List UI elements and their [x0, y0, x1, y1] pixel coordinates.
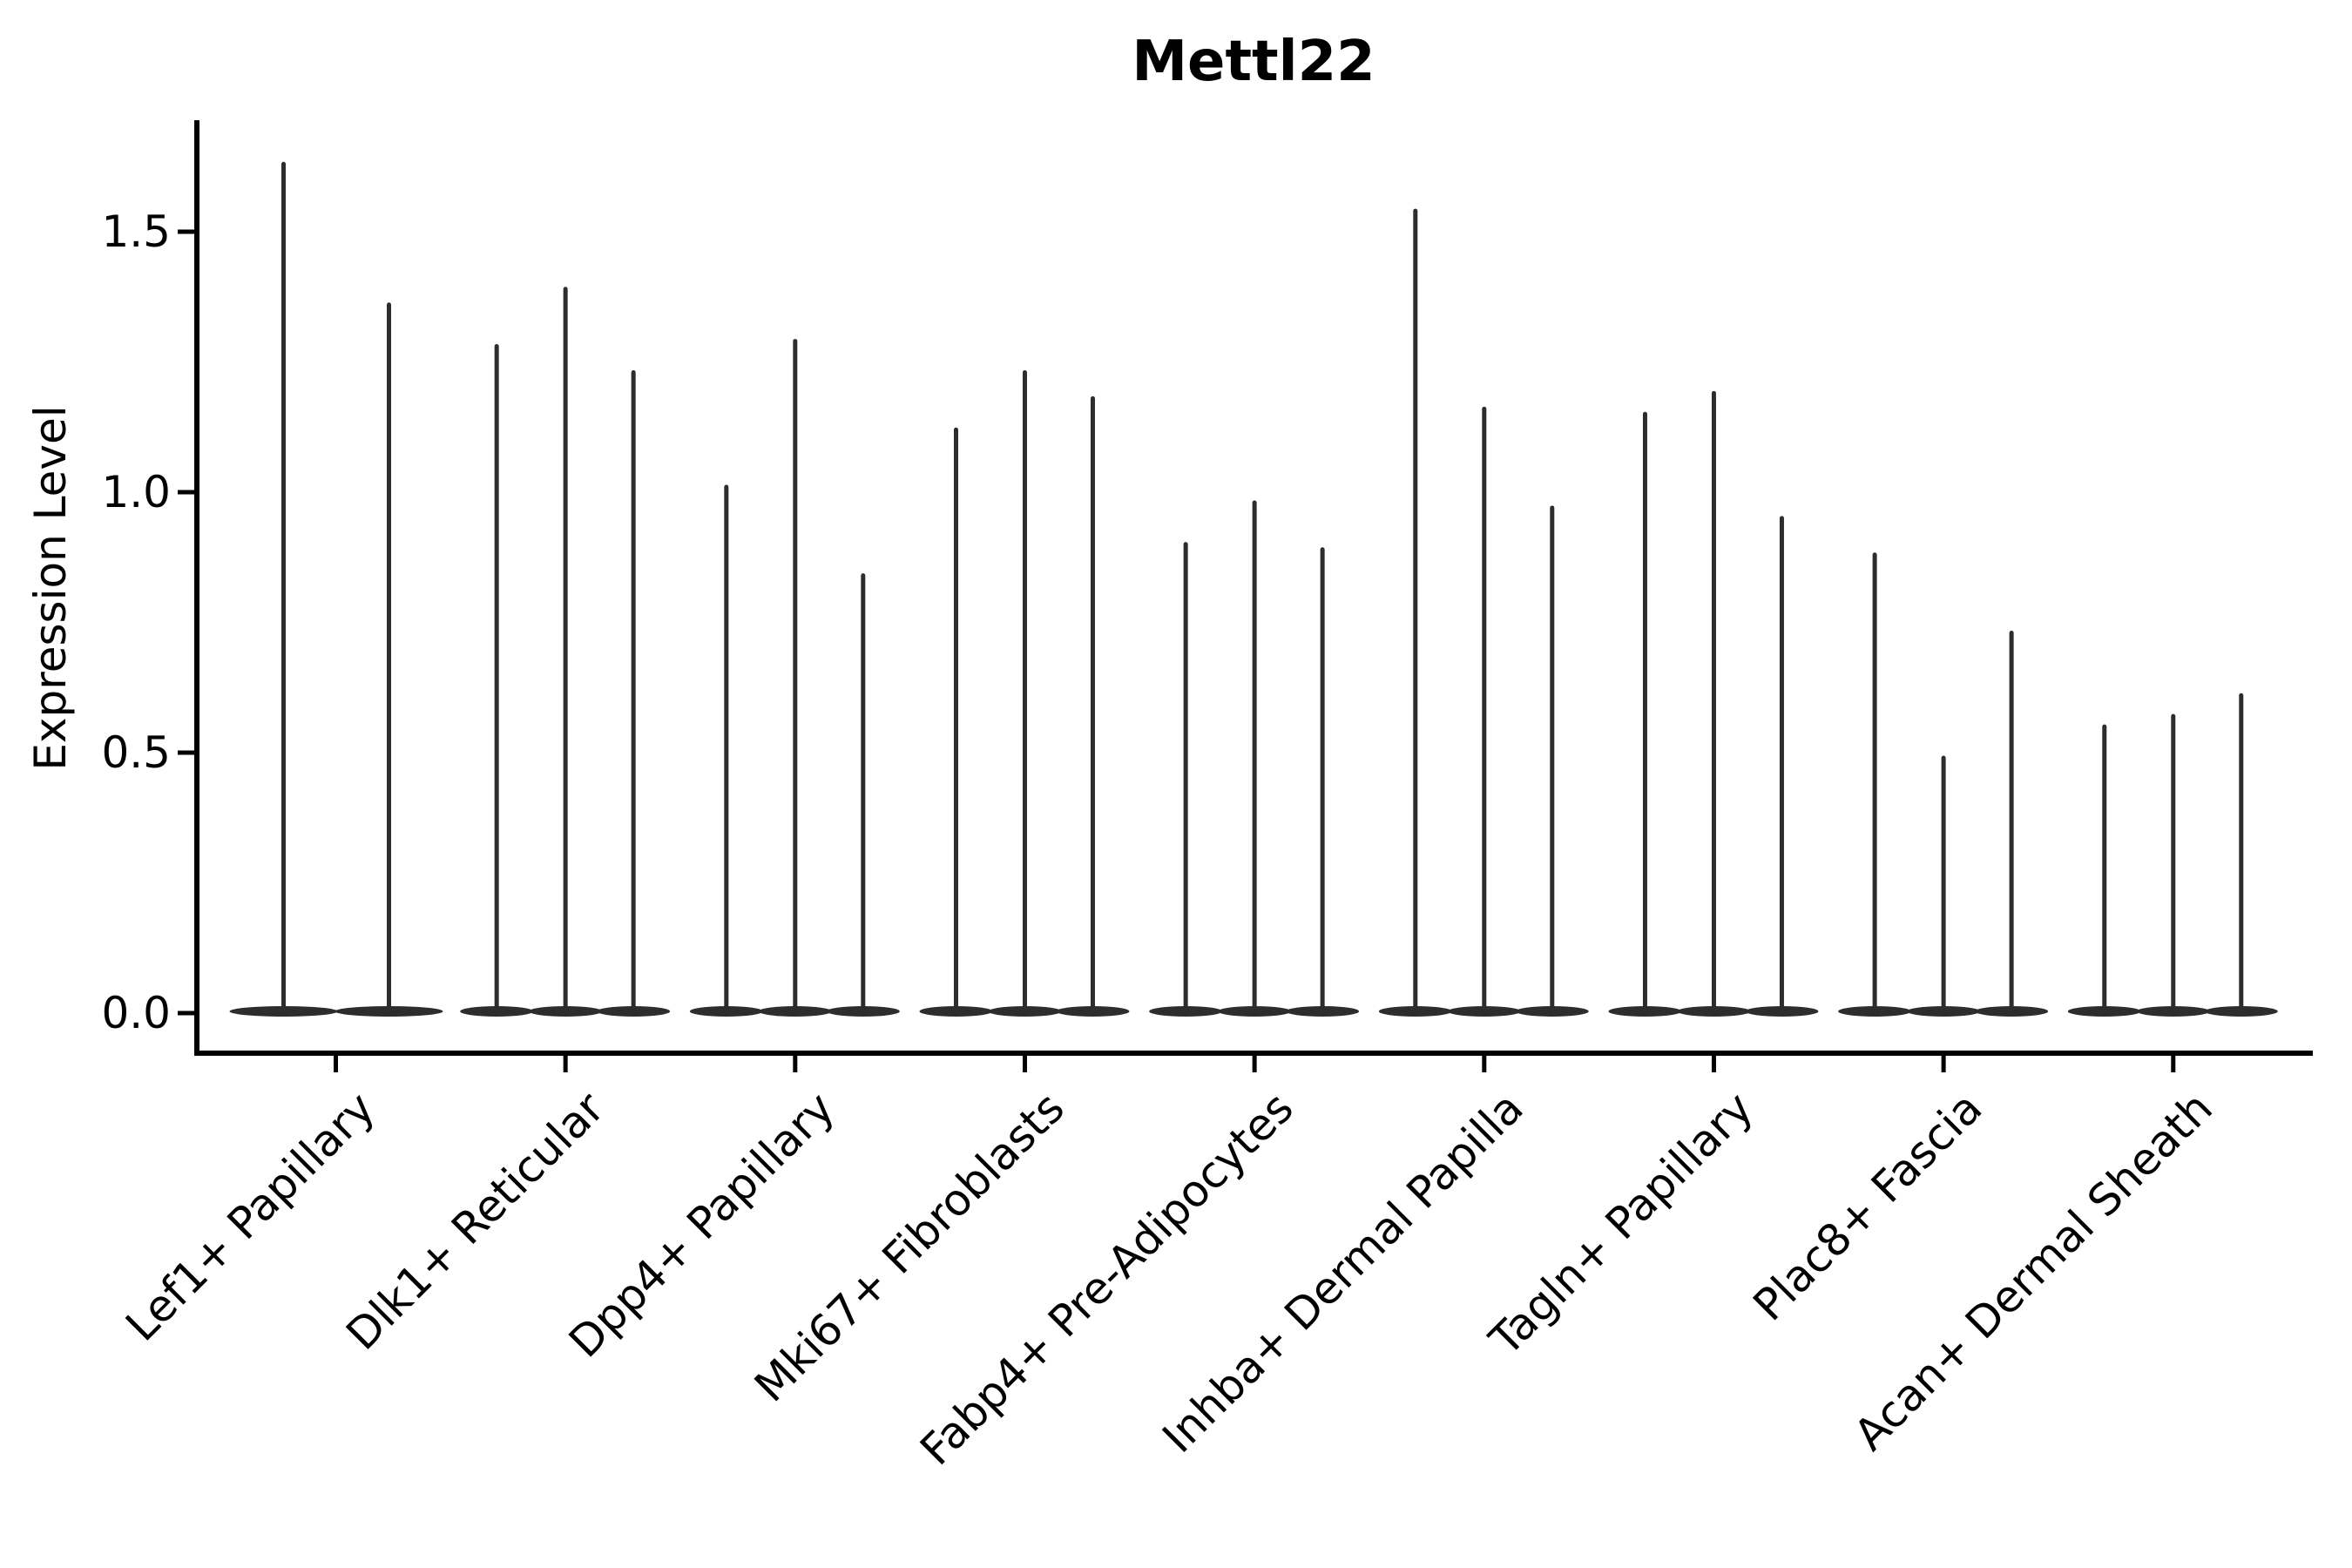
ytick-label-1.0: 1.0: [101, 467, 171, 517]
ytick-label-1.5: 1.5: [101, 206, 171, 257]
ytick-label-0.0: 0.0: [101, 988, 171, 1038]
y-axis-label: Expression Level: [25, 405, 76, 771]
ytick-label-0.5: 0.5: [101, 727, 171, 778]
chart-title: Mettl22: [1132, 30, 1375, 94]
